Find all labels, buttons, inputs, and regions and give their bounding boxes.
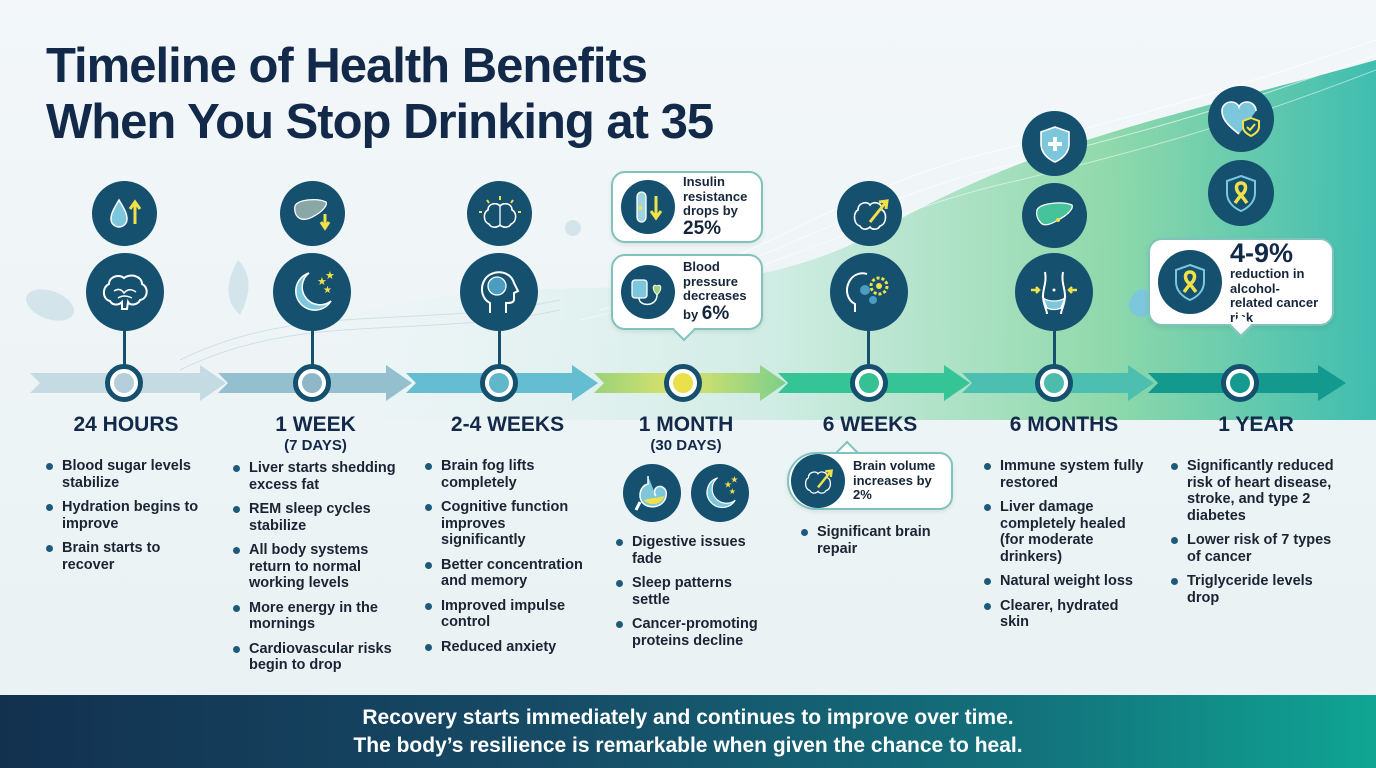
list-item: Reduced anxiety xyxy=(425,639,590,656)
svg-text:★: ★ xyxy=(325,270,335,282)
list-item: Sleep patterns settle xyxy=(616,575,766,608)
liver-icon xyxy=(1022,183,1087,248)
list-item: Significant brain repair xyxy=(801,524,955,557)
callout-blood-pressure: Blood pressure decreases by 6% xyxy=(611,254,763,330)
heart-shield-icon xyxy=(1208,86,1274,152)
list-item: All body systems return to normal workin… xyxy=(233,542,398,592)
svg-text:★: ★ xyxy=(323,285,332,296)
list-item: Significantly reduced risk of heart dise… xyxy=(1171,458,1341,524)
list-item: Immune system fully restored xyxy=(984,458,1144,491)
brain-glow-icon xyxy=(467,181,532,246)
list-item: Cancer-promoting proteins decline xyxy=(616,616,766,649)
list-item: Liver damage completely healed (for mode… xyxy=(984,499,1144,565)
test-tube-down-icon xyxy=(621,180,675,234)
list-item: Brain starts to recover xyxy=(46,540,206,573)
svg-text:★: ★ xyxy=(724,479,732,489)
timeline-node-1-month xyxy=(664,364,702,402)
list-item: Liver starts shedding excess fat xyxy=(233,460,398,493)
list-item: Clearer, hydrated skin xyxy=(984,598,1144,631)
ribbon-shield-icon xyxy=(1208,160,1274,226)
list-item: Cognitive function improves significantl… xyxy=(425,499,590,549)
brain-growth-icon xyxy=(837,181,902,246)
water-drop-up-icon xyxy=(92,181,157,246)
connector-stem xyxy=(498,330,501,366)
brain-growth-icon xyxy=(791,454,845,508)
connector-stem xyxy=(311,330,314,366)
milestone-1-year: 1 YEAR Significantly reduced risk of hea… xyxy=(1171,412,1341,614)
head-gears-icon xyxy=(830,253,908,331)
list-item: More energy in the mornings xyxy=(233,600,398,633)
shield-plus-icon xyxy=(1022,111,1087,176)
moon-stars-icon: ★ ★ ★ xyxy=(691,464,749,522)
brain-icon xyxy=(86,253,164,331)
moon-stars-icon: ★ ★ ★ xyxy=(273,253,351,331)
milestone-1-month: 1 MONTH (30 DAYS) ★ ★ ★ Digestive issues f… xyxy=(606,412,766,657)
liver-down-icon xyxy=(280,181,345,246)
svg-text:★: ★ xyxy=(729,487,736,496)
list-item: Better concentration and memory xyxy=(425,557,590,590)
list-item: Blood sugar levels stabilize xyxy=(46,458,206,491)
svg-text:★: ★ xyxy=(730,475,738,485)
blood-pressure-cuff-icon xyxy=(621,265,675,319)
svg-text:★: ★ xyxy=(317,276,327,288)
waist-icon xyxy=(1015,253,1093,331)
connector-stem xyxy=(1053,330,1056,366)
callout-brain-volume: Brain volume increases by 2% xyxy=(787,452,953,510)
stomach-icon xyxy=(623,464,681,522)
list-item: REM sleep cycles stabilize xyxy=(233,501,398,534)
list-item: Lower risk of 7 types of cancer xyxy=(1171,532,1341,565)
connector-stem xyxy=(123,330,126,366)
list-item: Triglyceride levels drop xyxy=(1171,573,1341,606)
connector-stem xyxy=(867,330,870,366)
callout-cancer-risk: 4-9% reduction in alcohol-related cancer … xyxy=(1148,238,1334,326)
timeline-node-1-week xyxy=(293,364,331,402)
milestone-2-4-weeks: 2-4 WEEKS Brain fog lifts completely Cog… xyxy=(425,412,590,663)
timeline-node-6-months xyxy=(1035,364,1073,402)
footer-banner: Recovery starts immediately and continue… xyxy=(0,695,1376,768)
list-item: Digestive issues fade xyxy=(616,534,766,567)
list-item: Natural weight loss xyxy=(984,573,1144,590)
ribbon-shield-icon xyxy=(1158,250,1222,314)
timeline-node-2-4-weeks xyxy=(480,364,518,402)
timeline-node-24-hours xyxy=(105,364,143,402)
milestone-6-weeks: 6 WEEKS Brain volume increases by 2% Sig… xyxy=(785,412,955,565)
list-item: Cardiovascular risks begin to drop xyxy=(233,641,398,674)
list-item: Improved impulse control xyxy=(425,598,590,631)
timeline-node-6-weeks xyxy=(850,364,888,402)
list-item: Hydration begins to improve xyxy=(46,499,206,532)
list-item: Brain fog lifts completely xyxy=(425,458,590,491)
head-brain-icon xyxy=(460,253,538,331)
milestone-6-months: 6 MONTHS Immune system fully restored Li… xyxy=(984,412,1144,639)
timeline-node-1-year xyxy=(1221,364,1259,402)
milestone-24-hours: 24 HOURS Blood sugar levels stabilize Hy… xyxy=(46,412,206,581)
callout-insulin-resistance: Insulin resistance drops by 25% xyxy=(611,171,763,243)
page-title: Timeline of Health Benefits When You Sto… xyxy=(46,39,714,149)
milestone-1-week: 1 WEEK (7 DAYS) Liver starts shedding ex… xyxy=(233,412,398,682)
